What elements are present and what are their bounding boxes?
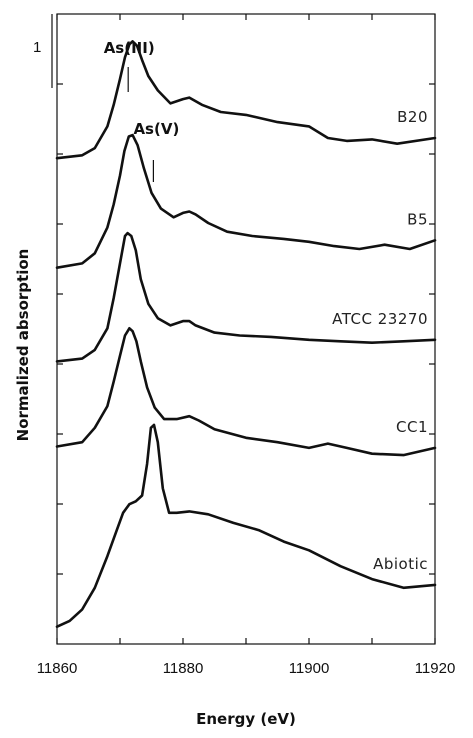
series-label: Abiotic xyxy=(373,555,428,573)
series-lines xyxy=(55,40,437,628)
series-line-2 xyxy=(55,231,437,363)
series-labels: B20 B5 ATCC 23270 CC1 Abiotic xyxy=(332,108,428,573)
x-axis-title: Energy (eV) xyxy=(196,710,296,728)
series-line-3 xyxy=(55,327,437,457)
y-axis-title: Normalized absorption xyxy=(14,249,32,442)
series-label: ATCC 23270 xyxy=(332,310,428,328)
series-line-4 xyxy=(55,423,437,628)
annotation-label: As(III) xyxy=(104,39,155,57)
series-line-1 xyxy=(55,133,437,269)
x-tick-label: 11900 xyxy=(289,660,330,677)
series-label: B20 xyxy=(397,108,428,126)
y-scale-label: 1 xyxy=(33,39,41,56)
annotation-label: As(V) xyxy=(133,120,179,138)
x-axis-ticks: 11860 11880 11900 11920 xyxy=(37,14,456,677)
y-axis-ticks xyxy=(57,83,435,575)
x-tick-label: 11880 xyxy=(163,660,204,677)
x-tick-label: 11920 xyxy=(415,660,456,677)
series-label: CC1 xyxy=(396,418,428,436)
annotations: As(III) As(V) xyxy=(104,39,179,182)
series-label: B5 xyxy=(407,210,428,228)
series-line-0 xyxy=(55,40,437,160)
x-tick-label: 11860 xyxy=(37,660,78,677)
